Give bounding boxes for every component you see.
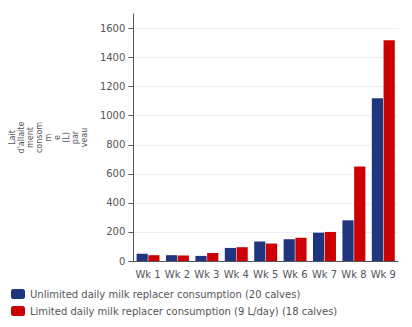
- svg-text:1600: 1600: [100, 23, 125, 34]
- svg-text:Wk 1: Wk 1: [135, 269, 160, 280]
- svg-text:veau: veau: [80, 128, 89, 148]
- svg-text:Wk 4: Wk 4: [224, 269, 249, 280]
- svg-text:600: 600: [106, 168, 125, 179]
- svg-text:Wk 6: Wk 6: [282, 269, 307, 280]
- svg-text:par: par: [71, 130, 80, 144]
- svg-text:200: 200: [106, 226, 125, 237]
- svg-text:800: 800: [106, 139, 125, 150]
- svg-text:0: 0: [119, 256, 125, 267]
- svg-text:consom: consom: [35, 122, 44, 153]
- svg-text:Unlimited daily milk replacer: Unlimited daily milk replacer consumptio…: [30, 289, 300, 300]
- svg-text:1200: 1200: [100, 81, 125, 92]
- svg-text:Limited daily milk replacer co: Limited daily milk replacer consumption …: [30, 306, 337, 317]
- svg-text:400: 400: [106, 197, 125, 208]
- svg-text:Lait: Lait: [8, 130, 17, 145]
- svg-text:Wk 3: Wk 3: [194, 269, 219, 280]
- svg-text:(L): (L): [62, 132, 71, 143]
- svg-text:Wk 2: Wk 2: [165, 269, 190, 280]
- svg-text:m: m: [44, 133, 53, 141]
- svg-text:ment: ment: [26, 127, 35, 148]
- svg-text:d'allaite: d'allaite: [17, 122, 26, 154]
- svg-text:Wk 8: Wk 8: [341, 269, 366, 280]
- svg-text:e: e: [53, 135, 62, 140]
- svg-text:Wk 5: Wk 5: [253, 269, 278, 280]
- svg-text:1000: 1000: [100, 110, 125, 121]
- svg-text:1400: 1400: [100, 52, 125, 63]
- svg-text:Wk 7: Wk 7: [312, 269, 337, 280]
- svg-text:Wk 9: Wk 9: [371, 269, 396, 280]
